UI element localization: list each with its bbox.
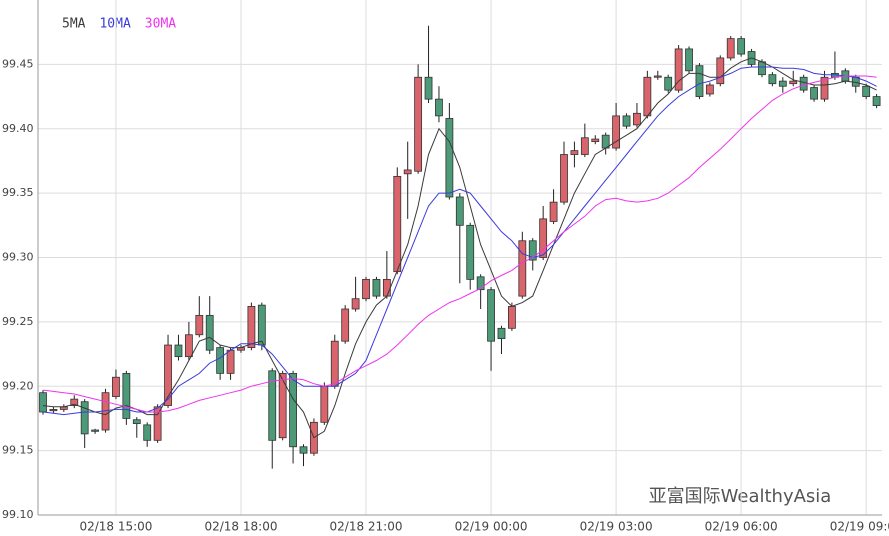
candle-body xyxy=(91,429,99,432)
candle-body xyxy=(382,278,391,297)
candle-body xyxy=(862,85,871,97)
candle-body xyxy=(591,138,600,143)
candle-body xyxy=(341,308,350,342)
candle-body xyxy=(153,406,162,441)
candle-body xyxy=(737,38,746,55)
candle-body xyxy=(539,218,548,258)
candle-body xyxy=(487,289,495,342)
candle-body xyxy=(820,76,829,100)
candle-body xyxy=(726,38,735,59)
y-tick-label: 99.45 xyxy=(2,57,34,70)
candle-body xyxy=(810,87,818,100)
candle-body xyxy=(49,409,58,412)
candle-body xyxy=(70,398,79,406)
candle-body xyxy=(330,340,339,387)
x-tick-label: 02/19 06:00 xyxy=(705,520,778,534)
candle-body xyxy=(278,372,287,439)
candle-body xyxy=(424,76,433,100)
y-tick-label: 99.15 xyxy=(2,444,34,457)
candle-body xyxy=(205,315,214,351)
y-tick-label: 99.30 xyxy=(2,251,34,264)
candle-body xyxy=(528,240,537,261)
x-tick-label: 02/18 18:00 xyxy=(204,520,277,534)
candle-body xyxy=(195,315,204,336)
x-tick-label: 02/19 00:00 xyxy=(455,520,528,534)
x-tick-label: 02/19 03:00 xyxy=(580,520,653,534)
candle-body xyxy=(768,74,777,85)
candle-body xyxy=(674,48,683,91)
candle-body xyxy=(778,80,787,87)
candle-body xyxy=(476,276,485,291)
candle-body xyxy=(226,349,235,374)
candle-body xyxy=(435,98,443,117)
candle-body xyxy=(716,57,725,85)
candle-body xyxy=(455,196,464,226)
y-tick-label: 99.40 xyxy=(2,122,34,135)
candle-body xyxy=(393,175,402,273)
legend-entry: 10MA xyxy=(99,17,130,32)
candle-body xyxy=(132,419,141,424)
y-tick-label: 99.25 xyxy=(2,315,34,328)
y-tick-label: 99.35 xyxy=(2,186,34,199)
candle-body xyxy=(268,370,277,441)
candle-body xyxy=(299,446,308,454)
candle-body xyxy=(39,392,47,413)
candle-body xyxy=(518,240,527,297)
candle-body xyxy=(799,76,808,91)
candle-body xyxy=(643,76,652,117)
candle-body xyxy=(633,112,641,126)
candle-body xyxy=(664,76,673,91)
x-tick-label: 02/18 21:00 xyxy=(330,520,403,534)
candle-body xyxy=(685,48,693,72)
candle-body xyxy=(247,306,256,349)
y-tick-label: 99.20 xyxy=(2,379,34,392)
x-tick-label: 02/19 09:00 xyxy=(830,520,889,534)
candle-body xyxy=(695,65,704,97)
candle-body xyxy=(289,372,297,448)
candle-body xyxy=(164,344,172,406)
candle-body xyxy=(184,334,193,358)
candle-body xyxy=(758,61,766,76)
candle-body xyxy=(320,385,329,423)
watermark: 亚富国际WealthyAsia xyxy=(649,486,832,507)
candle-body xyxy=(174,344,183,358)
candle-body xyxy=(112,376,120,397)
candle-body xyxy=(570,150,579,155)
candle-body xyxy=(789,80,798,85)
legend-entry: 30MA xyxy=(145,17,176,32)
x-tick-label: 02/18 15:00 xyxy=(79,520,152,534)
candle-body xyxy=(257,304,266,346)
ma-line xyxy=(42,75,877,413)
candle-body xyxy=(497,327,506,340)
candle-body xyxy=(362,278,370,300)
candle-body xyxy=(143,424,152,441)
candle-body xyxy=(466,224,475,280)
candle-body xyxy=(653,75,662,78)
candle-body xyxy=(622,115,631,127)
candle-body xyxy=(216,347,225,374)
candle-body xyxy=(122,372,131,419)
candle-body xyxy=(372,278,381,297)
candle-body xyxy=(872,96,881,106)
candle-body xyxy=(705,84,714,95)
candle-body xyxy=(414,76,423,172)
candle-body xyxy=(507,306,516,329)
legend-entry: 5MA xyxy=(62,17,86,32)
candle-body xyxy=(612,115,620,149)
candle-body xyxy=(80,401,89,435)
legend: 5MA 10MA 30MA xyxy=(62,17,176,32)
candle-body xyxy=(580,137,589,155)
candle-body xyxy=(560,154,568,203)
candle-body xyxy=(351,298,360,310)
ma-line xyxy=(42,57,877,439)
candle-body xyxy=(445,118,454,198)
y-tick-label: 99.10 xyxy=(2,508,34,521)
candle-body xyxy=(549,201,558,222)
candle-body xyxy=(403,169,412,175)
ma-line xyxy=(42,66,877,416)
